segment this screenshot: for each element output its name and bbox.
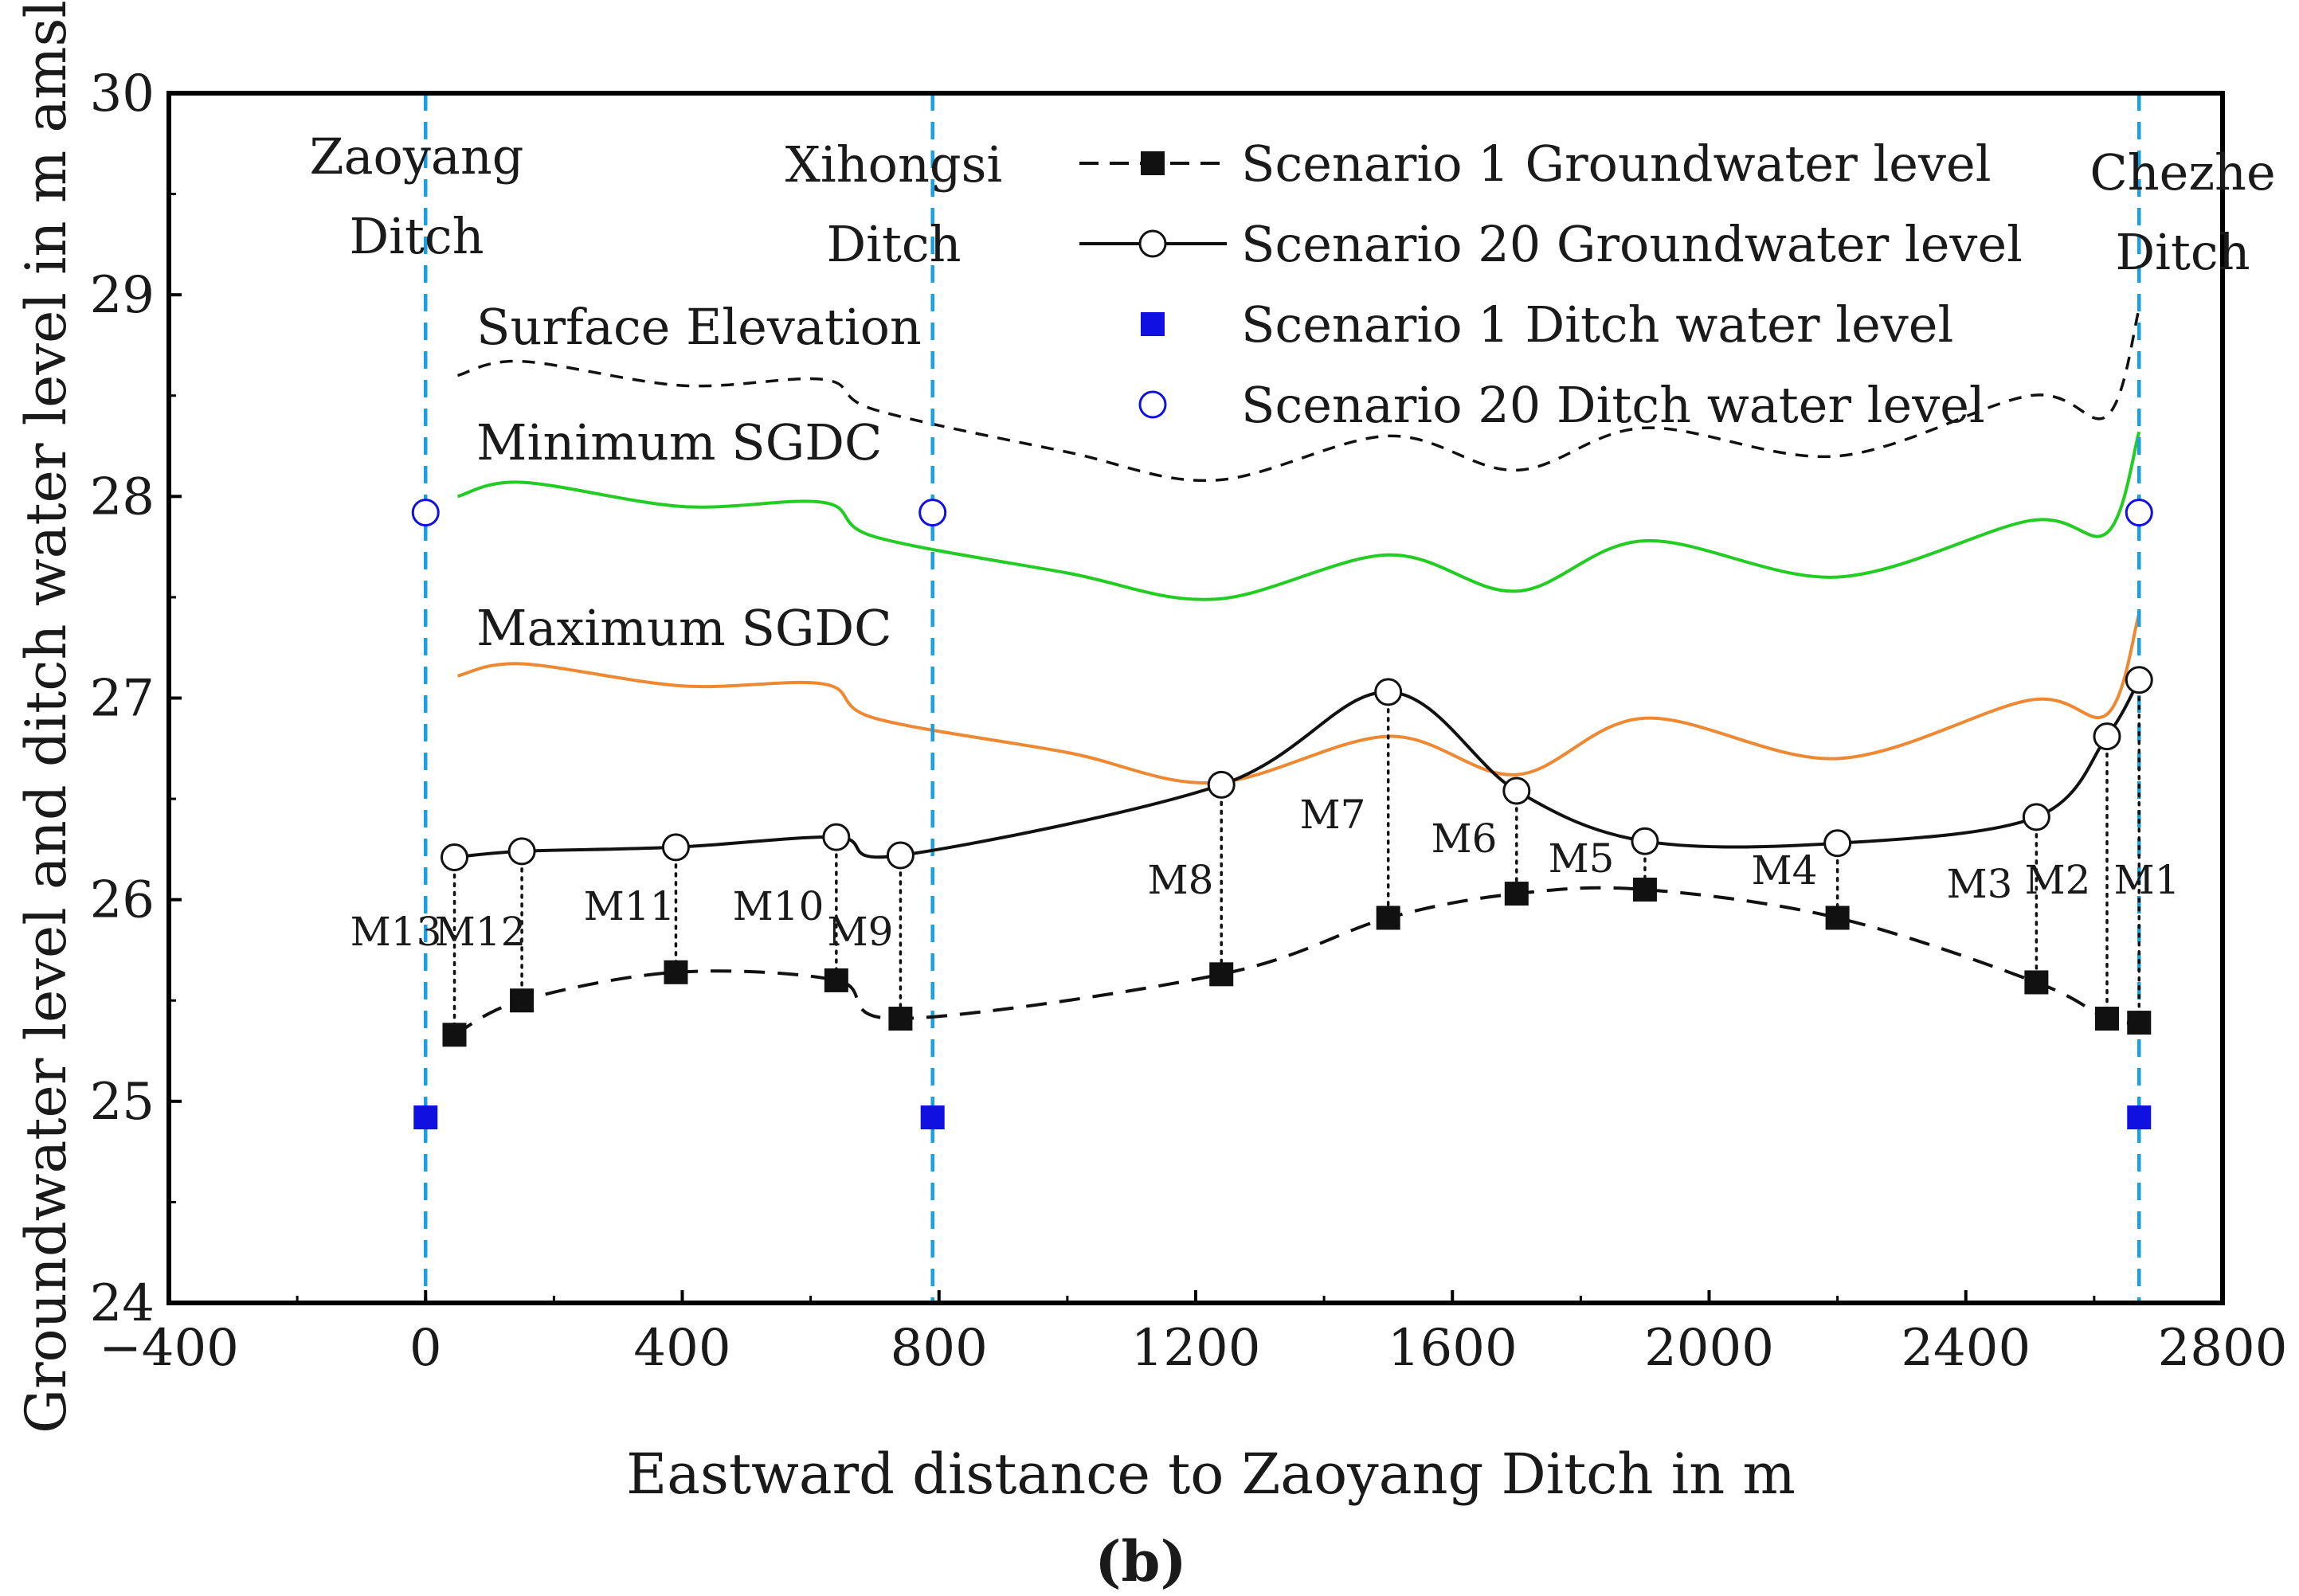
panel-label: (b) xyxy=(1095,1528,1186,1594)
legend-marker-scenario20-ditch xyxy=(1138,390,1167,419)
scenario1-groundwater-marker xyxy=(510,988,535,1013)
well-label: M9 xyxy=(827,909,893,955)
scenario1-groundwater-marker xyxy=(824,968,848,992)
scenario20-groundwater-marker xyxy=(2093,722,2121,751)
scenario1-ditch-marker xyxy=(2127,1105,2152,1130)
x-tick-label: 2000 xyxy=(1644,1319,1774,1378)
scenario20-groundwater-marker xyxy=(2022,803,2050,831)
ditch-label-line2: Ditch xyxy=(826,215,961,273)
scenario20-groundwater-marker xyxy=(1502,776,1531,805)
scenario20-groundwater-marker xyxy=(1374,678,1403,706)
y-tick-label: 28 xyxy=(90,467,155,526)
axes-layer xyxy=(166,91,2225,1305)
surface-elevation-curve xyxy=(457,308,2140,483)
scenario1-groundwater-marker xyxy=(2024,970,2049,995)
scenario1-groundwater-marker xyxy=(1209,962,1234,987)
scenario20-groundwater-marker xyxy=(886,841,915,870)
scenario20-groundwater-marker xyxy=(507,837,536,866)
scenario20-groundwater-marker xyxy=(441,843,469,872)
annotations-layer: Surface Elevation Minimum SGDC Maximum S… xyxy=(310,127,2276,955)
legend-entry-label: Scenario 20 Ditch water level xyxy=(1241,376,1985,434)
well-label: M13 xyxy=(351,909,442,955)
scenario1-groundwater-marker xyxy=(1825,906,1850,930)
scenario20-groundwater-marker xyxy=(1207,770,1236,799)
legend-entry-label: Scenario 1 Groundwater level xyxy=(1241,135,1992,193)
y-tick-label: 27 xyxy=(90,670,155,729)
ditch-label-line1: Chezhe xyxy=(2089,143,2275,201)
scenario1-groundwater-marker xyxy=(664,960,688,984)
scenario20-groundwater-marker xyxy=(661,833,690,862)
well-label: M8 xyxy=(1147,857,1213,903)
y-tick-label: 25 xyxy=(90,1073,155,1132)
scenario1-groundwater-marker xyxy=(2127,1011,2152,1035)
maximum-sgdc-curve xyxy=(457,612,2141,785)
y-axis-label: Groundwater level and ditch water level … xyxy=(14,0,79,1434)
scenario1-groundwater-marker xyxy=(1376,906,1400,930)
scenario20-groundwater-marker xyxy=(2125,666,2153,694)
curves-layer xyxy=(456,308,2141,785)
y-tick-label: 29 xyxy=(90,266,155,325)
well-label: M12 xyxy=(435,909,527,955)
scenario20-groundwater-marker xyxy=(1631,827,1659,855)
x-axis-label: Eastward distance to Zaoyang Ditch in m xyxy=(626,1441,1796,1507)
ditch-label-line2: Ditch xyxy=(349,207,484,265)
ticks-layer: −400 0 400 800 1200 1600 2000 2400 2800 24 25 26 27 2… xyxy=(90,65,2288,1378)
x-tick-label: 400 xyxy=(633,1319,730,1378)
well-label: M5 xyxy=(1548,835,1614,882)
x-tick-label: 0 xyxy=(409,1319,442,1378)
legend-entry-label: Scenario 20 Groundwater level xyxy=(1241,215,2023,273)
scenario1-groundwater-marker xyxy=(2094,1007,2119,1031)
well-label: M4 xyxy=(1751,847,1817,894)
well-label: M3 xyxy=(1946,861,2012,907)
scenario20-ditch-marker xyxy=(411,499,440,527)
scenario20-ditch-marker xyxy=(2125,499,2153,527)
y-tick-label: 26 xyxy=(90,871,155,930)
legend-marker-scenario20-groundwater xyxy=(1138,229,1167,258)
x-tick-label: 2400 xyxy=(1901,1319,2031,1378)
scenario1-groundwater-marker xyxy=(1504,882,1529,906)
y-tick-label: 24 xyxy=(90,1274,155,1333)
ditch-label-line2: Ditch xyxy=(2115,223,2250,281)
minimum-sgdc-label: Minimum SGDC xyxy=(476,413,882,471)
well-label: M6 xyxy=(1431,816,1497,862)
well-connectors-layer xyxy=(452,678,2141,1037)
surface-elevation-label: Surface Elevation xyxy=(476,298,922,356)
series-layer xyxy=(411,499,2153,1130)
ditch-label-line1: Zaoyang xyxy=(310,127,524,186)
x-tick-label: −400 xyxy=(99,1319,239,1378)
well-label: M1 xyxy=(2113,857,2180,903)
minimum-sgdc-curve xyxy=(456,431,2141,601)
scenario1-ditch-marker xyxy=(920,1105,945,1130)
well-label: M7 xyxy=(1299,792,1365,838)
legend-marker-scenario1-ditch xyxy=(1141,312,1165,336)
series-scenario20-groundwater-line xyxy=(454,679,2141,859)
x-tick-label: 1600 xyxy=(1388,1319,1518,1378)
scenario1-ditch-marker xyxy=(413,1105,438,1130)
x-tick-label: 800 xyxy=(891,1319,988,1378)
scenario20-groundwater-marker xyxy=(1823,829,1852,858)
legend-entry-label: Scenario 1 Ditch water level xyxy=(1241,295,1953,354)
scenario20-ditch-marker xyxy=(918,499,947,527)
plot-frame xyxy=(166,91,2225,1305)
legend: Scenario 1 Groundwater level Scenario 20 … xyxy=(1079,135,2023,434)
scenario1-groundwater-marker xyxy=(888,1007,913,1031)
scenario1-groundwater-marker xyxy=(442,1023,467,1047)
x-tick-label: 2800 xyxy=(2158,1319,2288,1378)
well-label: M10 xyxy=(733,883,824,929)
ditch-label-line1: Xihongsi xyxy=(785,135,1003,194)
scenario1-groundwater-marker xyxy=(1632,878,1657,902)
y-tick-label: 30 xyxy=(90,65,155,123)
series-scenario1-groundwater-line xyxy=(453,886,2140,1037)
maximum-sgdc-label: Maximum SGDC xyxy=(476,599,892,657)
ditch-lines-layer xyxy=(424,93,2141,1303)
well-label: M11 xyxy=(584,883,676,929)
scenario20-groundwater-marker xyxy=(822,823,851,851)
legend-marker-scenario1-groundwater xyxy=(1141,151,1165,175)
well-label: M2 xyxy=(2024,857,2090,903)
x-tick-label: 1200 xyxy=(1131,1319,1261,1378)
